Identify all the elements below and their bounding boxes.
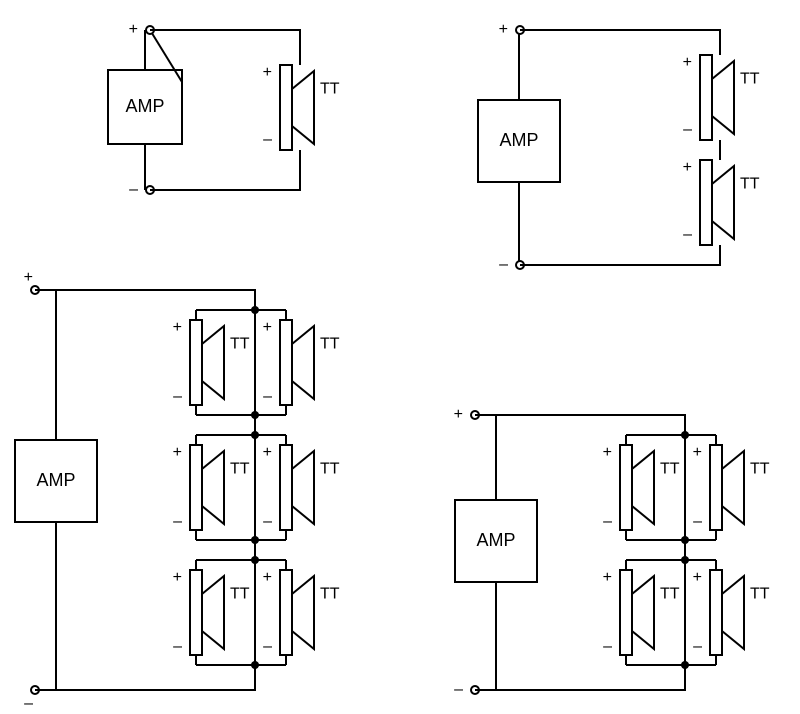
polarity-minus: – [173, 638, 182, 655]
speaker-cone [202, 576, 224, 649]
amp-label: AMP [499, 130, 538, 150]
polarity-minus: – [683, 226, 692, 243]
speaker-label: TT [740, 176, 760, 193]
speaker-body [710, 570, 722, 655]
amp-label: AMP [476, 530, 515, 550]
speaker-label: TT [660, 461, 680, 478]
circuit-diagram-canvas: AMP + – + – TT AMP + – + – TT + – TT AMP + – + – TT + – TT + – TT +… [0, 0, 800, 714]
polarity-plus: + [173, 444, 182, 461]
speaker-label: TT [320, 586, 340, 603]
polarity-plus: + [693, 569, 702, 586]
speaker-label: TT [660, 586, 680, 603]
speaker-label: TT [750, 586, 770, 603]
speaker-body [700, 55, 712, 140]
speaker-label: TT [740, 71, 760, 88]
speaker-cone [292, 71, 314, 144]
polarity-plus: + [263, 319, 272, 336]
speaker-cone [202, 451, 224, 524]
speaker-cone [722, 451, 744, 524]
polarity-minus: – [263, 513, 272, 530]
polarity-minus: – [173, 513, 182, 530]
speaker-label: TT [320, 336, 340, 353]
speaker-body [280, 445, 292, 530]
polarity-minus: – [173, 388, 182, 405]
polarity-plus: + [603, 569, 612, 586]
speaker-cone [292, 326, 314, 399]
speaker-cone [292, 576, 314, 649]
speaker-body [280, 65, 292, 150]
amp-terminal-plus: + [24, 269, 33, 286]
speaker-body [700, 160, 712, 245]
speaker-body [280, 320, 292, 405]
speaker-body [190, 570, 202, 655]
speaker-label: TT [320, 81, 340, 98]
speaker-label: TT [230, 461, 250, 478]
speaker-body [190, 320, 202, 405]
polarity-minus: – [693, 513, 702, 530]
speaker-body [710, 445, 722, 530]
amp-label: AMP [36, 470, 75, 490]
speaker-cone [202, 326, 224, 399]
polarity-minus: – [263, 388, 272, 405]
polarity-plus: + [263, 569, 272, 586]
polarity-plus: + [173, 569, 182, 586]
polarity-minus: – [263, 131, 272, 148]
speaker-cone [722, 576, 744, 649]
polarity-plus: + [263, 444, 272, 461]
speaker-label: TT [230, 336, 250, 353]
amp-terminal-minus: – [499, 256, 508, 273]
speaker-cone [292, 451, 314, 524]
amp-terminal-plus: + [454, 406, 463, 423]
amp-terminal-minus: – [24, 695, 33, 712]
polarity-plus: + [683, 159, 692, 176]
speaker-body [190, 445, 202, 530]
polarity-plus: + [173, 319, 182, 336]
polarity-plus: + [603, 444, 612, 461]
speaker-body [620, 445, 632, 530]
polarity-plus: + [693, 444, 702, 461]
polarity-minus: – [603, 638, 612, 655]
polarity-minus: – [603, 513, 612, 530]
amp-terminal-minus: – [454, 681, 463, 698]
polarity-plus: + [683, 54, 692, 71]
polarity-minus: – [693, 638, 702, 655]
amp-terminal-minus: – [129, 181, 138, 198]
speaker-cone [632, 451, 654, 524]
speaker-label: TT [320, 461, 340, 478]
polarity-minus: – [683, 121, 692, 138]
speaker-label: TT [750, 461, 770, 478]
speaker-body [620, 570, 632, 655]
amp-terminal-plus: + [129, 21, 138, 38]
amp-label: AMP [125, 96, 164, 116]
speaker-label: TT [230, 586, 250, 603]
speaker-body [280, 570, 292, 655]
speaker-cone [632, 576, 654, 649]
polarity-plus: + [263, 64, 272, 81]
polarity-minus: – [263, 638, 272, 655]
speaker-cone [712, 166, 734, 239]
speaker-cone [712, 61, 734, 134]
amp-terminal-plus: + [499, 21, 508, 38]
